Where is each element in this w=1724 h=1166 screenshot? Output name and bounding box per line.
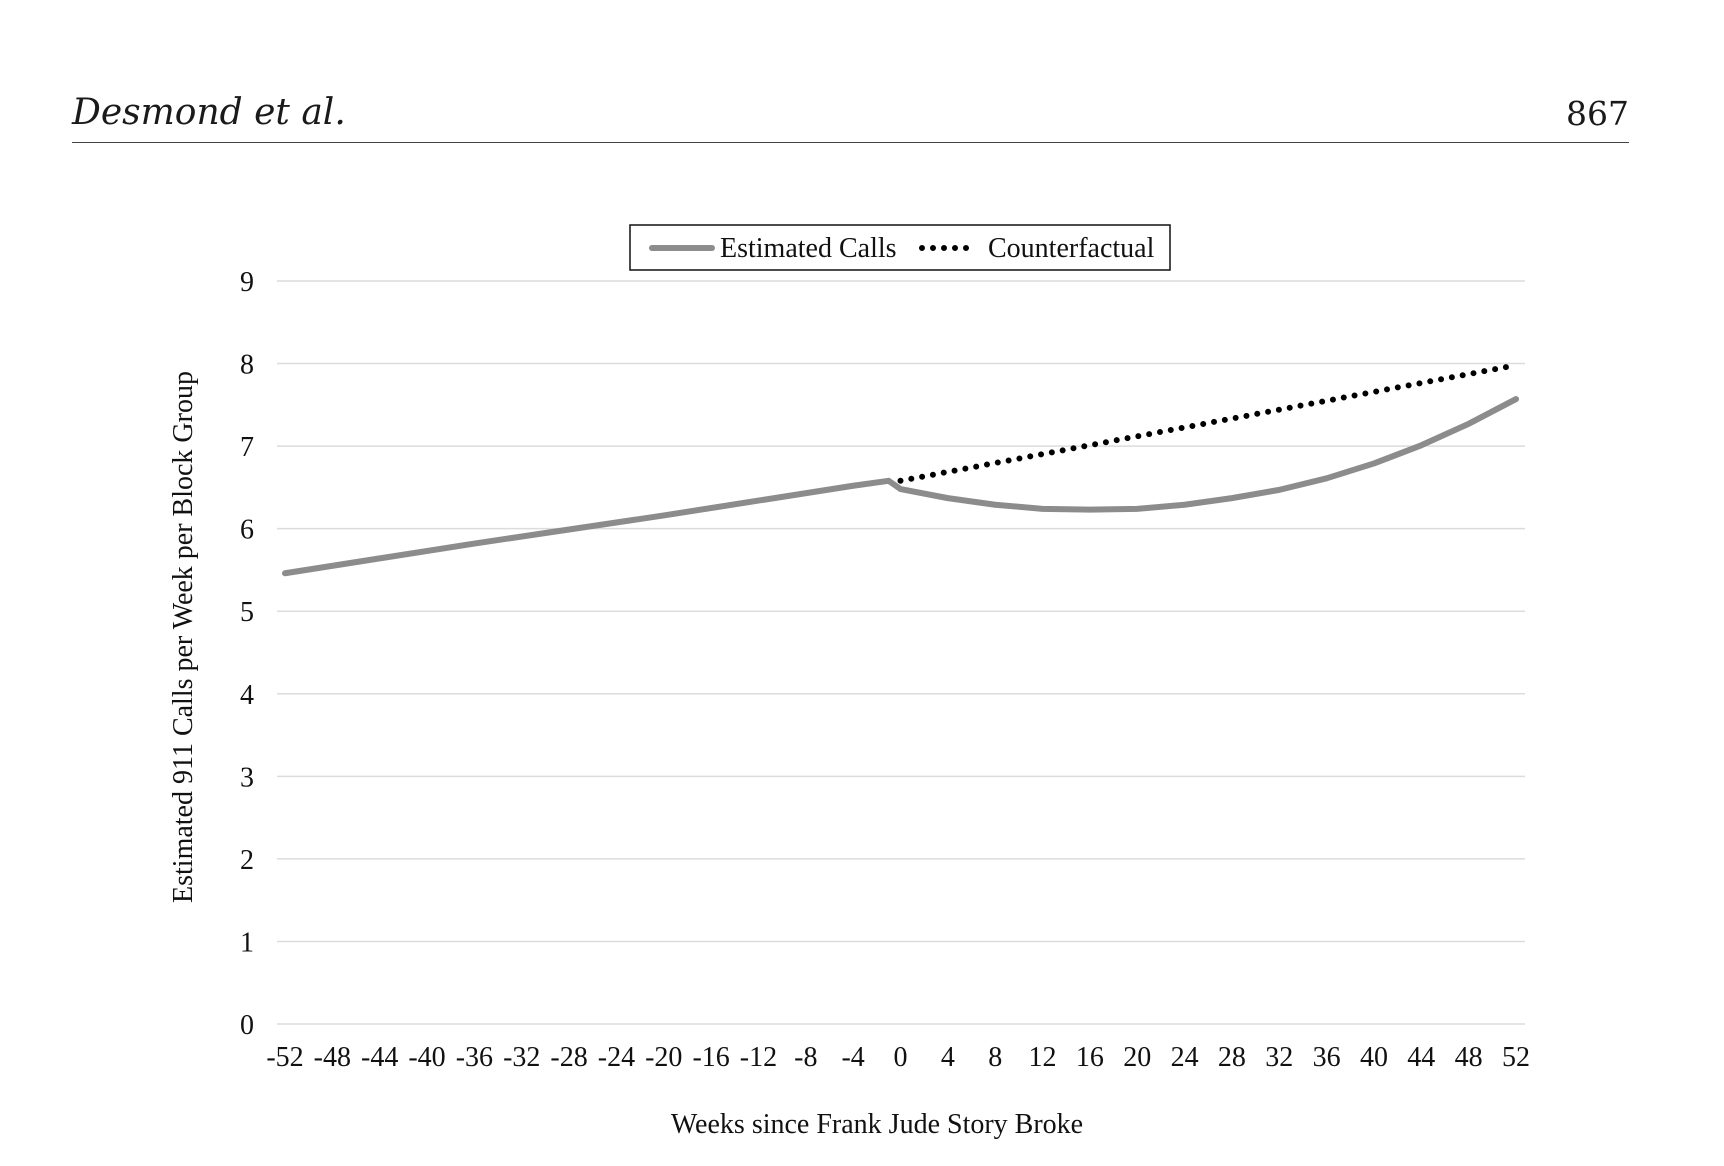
running-head: Desmond et al. 867 <box>72 92 1629 143</box>
x-tick-label: 4 <box>941 1042 955 1073</box>
x-tick-label: 44 <box>1407 1042 1435 1073</box>
page-number: 867 <box>1566 94 1629 133</box>
x-tick-label: -28 <box>550 1042 587 1073</box>
legend: Estimated Calls Counterfactual <box>629 224 1171 271</box>
x-tick-label: 52 <box>1502 1042 1530 1073</box>
x-tick-label: -44 <box>361 1042 398 1073</box>
y-tick-label: 8 <box>240 350 254 381</box>
x-tick-label: 36 <box>1313 1042 1341 1073</box>
legend-box <box>629 224 1171 271</box>
x-tick-label: 20 <box>1123 1042 1151 1073</box>
gridlines <box>277 280 1525 1025</box>
y-tick-label: 3 <box>240 762 254 793</box>
x-tick-label: 48 <box>1455 1042 1483 1073</box>
x-tick-label: -24 <box>598 1042 635 1073</box>
y-tick-label: 6 <box>240 515 254 546</box>
x-tick-label: 28 <box>1218 1042 1246 1073</box>
x-tick-label: 16 <box>1076 1042 1104 1073</box>
y-tick-label: 4 <box>240 680 254 711</box>
y-tick-label: 1 <box>240 927 254 958</box>
y-tick-label: 2 <box>240 845 254 876</box>
legend-label-estimated-calls: Estimated Calls <box>720 233 897 264</box>
x-tick-label: -48 <box>314 1042 351 1073</box>
series-lines <box>282 362 1519 577</box>
y-tick-labels: 0 1 2 3 4 5 6 7 8 9 <box>240 267 254 1041</box>
y-tick-label: 5 <box>240 597 254 628</box>
y-axis-title: Estimated 911 Calls per Week per Block G… <box>168 371 199 903</box>
x-tick-label: -40 <box>408 1042 445 1073</box>
series-line-counterfactual <box>897 362 1519 484</box>
x-tick-label: 40 <box>1360 1042 1388 1073</box>
series-line-estimated-calls <box>282 396 1519 577</box>
y-tick-label: 9 <box>240 267 254 298</box>
running-head-author: Desmond et al. <box>72 92 346 133</box>
y-tick-label: 0 <box>240 1010 254 1041</box>
x-tick-label: -8 <box>794 1042 817 1073</box>
x-tick-label: 12 <box>1029 1042 1057 1073</box>
y-tick-label: 7 <box>240 432 254 463</box>
x-tick-label: -12 <box>740 1042 777 1073</box>
x-tick-label: -32 <box>503 1042 540 1073</box>
x-tick-label: -16 <box>692 1042 729 1073</box>
x-tick-label: 24 <box>1171 1042 1199 1073</box>
x-tick-label: 8 <box>988 1042 1002 1073</box>
legend-label-counterfactual: Counterfactual <box>988 233 1155 264</box>
x-tick-label: -4 <box>841 1042 864 1073</box>
x-tick-label: 32 <box>1265 1042 1293 1073</box>
x-tick-label: 0 <box>894 1042 908 1073</box>
x-tick-label: -52 <box>266 1042 303 1073</box>
x-axis-title: Weeks since Frank Jude Story Broke <box>671 1109 1083 1140</box>
x-tick-label: -36 <box>456 1042 493 1073</box>
x-tick-labels: -52 -48 -44 -40 -36 -32 -28 -24 -20 -16 -12 -8 -4 0 4 8… <box>266 1042 1530 1073</box>
x-tick-label: -20 <box>645 1042 682 1073</box>
